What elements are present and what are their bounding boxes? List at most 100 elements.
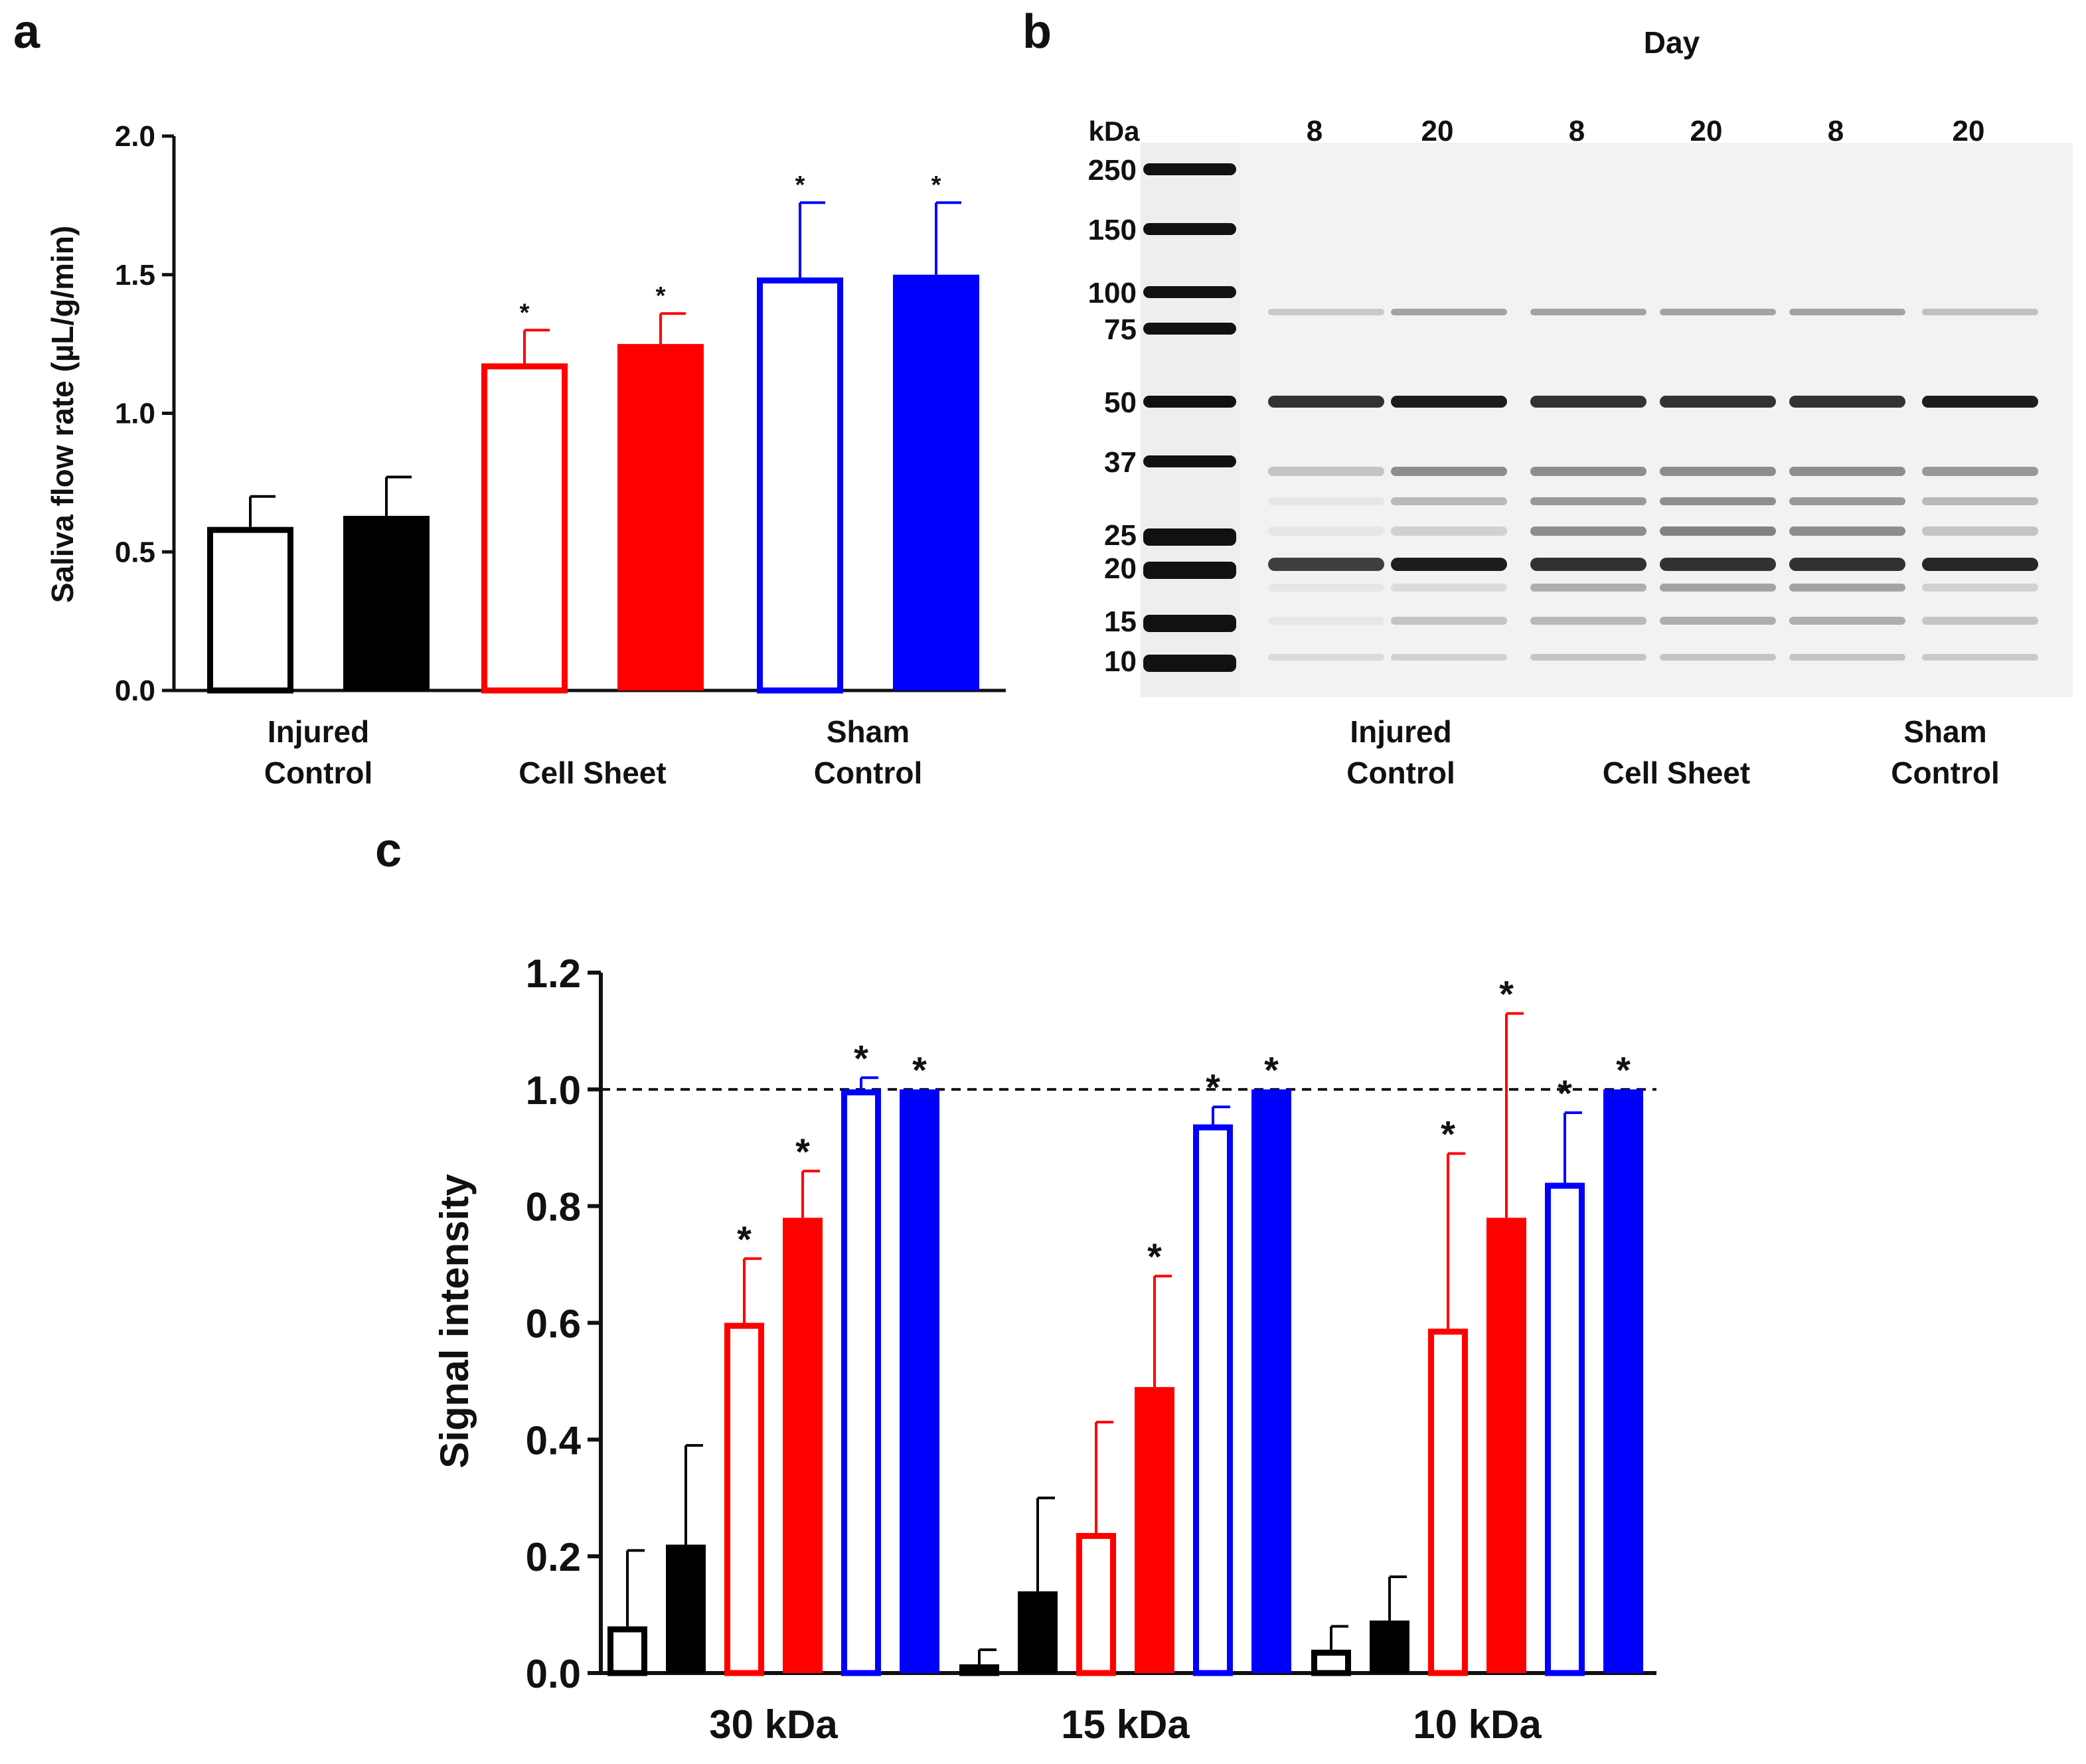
gel-lane-band	[1660, 309, 1776, 315]
gel-group-label: Control	[1346, 756, 1455, 790]
chart-a-y-tick-label: 0.0	[115, 675, 155, 707]
gel-lane-band	[1922, 617, 2038, 625]
chart-a-significance-marker: *	[931, 171, 941, 199]
gel-marker-label: 25	[1104, 519, 1137, 552]
chart-c-bar	[1311, 1649, 1351, 1676]
gel-ladder-lane	[1141, 143, 1240, 697]
panel-a-label: a	[13, 5, 40, 58]
gel-lane-band	[1268, 467, 1384, 476]
chart-c-y-tick-label: 0.2	[526, 1535, 581, 1579]
chart-c-bar	[1018, 1591, 1058, 1673]
gel-lane-day-label: 20	[1953, 115, 1985, 147]
gel-ladder-band	[1143, 163, 1236, 175]
gel-group-label: Control	[1891, 756, 2000, 790]
gel-lane-band	[1391, 309, 1507, 315]
gel-marker-label: 10	[1104, 645, 1137, 678]
chart-c-y-tick-label: 0.6	[526, 1302, 581, 1346]
chart-a-bar	[343, 515, 430, 690]
gel-lane-band	[1391, 396, 1507, 408]
chart-a-significance-marker: *	[795, 171, 805, 199]
gel-lane-day-label: 8	[1828, 115, 1844, 147]
chart-a-y-tick-label: 1.5	[115, 259, 155, 291]
chart-c-bar	[1251, 1089, 1291, 1673]
gel-lane-band	[1530, 617, 1646, 625]
chart-a-bar	[481, 363, 568, 694]
gel-lane-band	[1789, 497, 1905, 505]
chart-c-bar	[959, 1664, 999, 1676]
chart-a-group-label: Control	[264, 756, 373, 790]
chart-c-bar	[1193, 1124, 1233, 1676]
chart-a-y-axis-label: Saliva flow rate (µL/g/min)	[45, 226, 80, 603]
gel-lane-band	[1391, 467, 1507, 476]
chart-a-group-label: Cell Sheet	[519, 756, 666, 790]
gel-lane-band	[1530, 309, 1646, 315]
chart-c-bar	[1135, 1387, 1174, 1673]
chart-a-significance-marker: *	[656, 282, 666, 310]
chart-c-significance-marker: *	[1499, 973, 1514, 1015]
gel-background	[1141, 143, 2073, 697]
gel-ladder-band	[1143, 455, 1236, 467]
gel-lane-band	[1922, 497, 2038, 505]
chart-a-significance-marker: *	[520, 299, 530, 327]
gel-lane-band	[1660, 526, 1776, 536]
gel-lane-band	[1530, 584, 1646, 592]
gel-lane-band	[1268, 526, 1384, 536]
gel-lane-band	[1530, 526, 1646, 536]
chart-c-significance-marker: *	[1264, 1049, 1279, 1091]
gel-group-label: Injured	[1350, 714, 1451, 749]
chart-c-significance-marker: *	[1558, 1072, 1572, 1114]
gel-lane-band	[1391, 654, 1507, 661]
chart-c-bar	[1370, 1620, 1409, 1673]
gel-marker-label: 75	[1104, 313, 1137, 346]
gel-ladder-band	[1143, 615, 1236, 632]
gel-lane-band	[1268, 396, 1384, 408]
gel-ladder-band	[1143, 562, 1236, 579]
chart-c-bar	[724, 1323, 764, 1676]
chart-c-bar	[607, 1626, 647, 1676]
chart-a-y-tick-label: 1.0	[115, 398, 155, 430]
gel-lane-band	[1660, 396, 1776, 408]
gel-lane-band	[1391, 558, 1507, 571]
gel-lane-band	[1660, 617, 1776, 625]
gel-lane-band	[1922, 309, 2038, 315]
chart-c-signal-intensity: Signal intensity 0.0 0.2 0.4 0.6 0.8 1.0 1.2 * *…	[432, 951, 1656, 1747]
chart-c-bar	[1545, 1182, 1585, 1676]
chart-c-bar	[783, 1218, 823, 1673]
gel-lane-band	[1268, 309, 1384, 315]
chart-c-significance-marker: *	[1206, 1066, 1220, 1108]
gel-marker-label: 15	[1104, 605, 1137, 638]
chart-c-bar	[841, 1089, 881, 1676]
chart-c-significance-marker: *	[795, 1131, 810, 1172]
chart-a-y-tick-label: 2.0	[115, 120, 155, 153]
gel-lane-band	[1789, 526, 1905, 536]
chart-c-significance-marker: *	[1441, 1113, 1455, 1155]
gel-title: Day	[1644, 25, 1700, 60]
gel-ladder-band	[1143, 655, 1236, 672]
gel-marker-label: 100	[1088, 277, 1137, 309]
gel-ladder-band	[1143, 223, 1236, 235]
gel-lane-band	[1789, 654, 1905, 661]
gel-lane-band	[1391, 526, 1507, 536]
gel-lane-band	[1268, 654, 1384, 661]
gel-ladder-band	[1143, 286, 1236, 298]
gel-lane-band	[1530, 396, 1646, 408]
gel-lane-band	[1789, 396, 1905, 408]
chart-c-y-tick-label: 1.2	[526, 951, 581, 996]
gel-lane-band	[1789, 558, 1905, 571]
gel-marker-label: 250	[1088, 154, 1137, 187]
gel-marker-label: 37	[1104, 446, 1137, 479]
chart-c-significance-marker: *	[1147, 1236, 1162, 1277]
gel-lane-day-label: 20	[1421, 115, 1454, 147]
chart-a-y-tick-label: 0.5	[115, 536, 155, 568]
gel-lane-band	[1660, 558, 1776, 571]
gel-lane-band	[1268, 617, 1384, 625]
panel-c-label: c	[375, 824, 402, 877]
chart-c-y-tick-label: 0.8	[526, 1185, 581, 1230]
gel-ladder-band	[1143, 323, 1236, 335]
chart-a-group-label: Control	[814, 756, 923, 790]
gel-lane-band	[1789, 617, 1905, 625]
gel-lane-band	[1268, 558, 1384, 571]
chart-c-category-label: 10 kDa	[1413, 1702, 1542, 1747]
